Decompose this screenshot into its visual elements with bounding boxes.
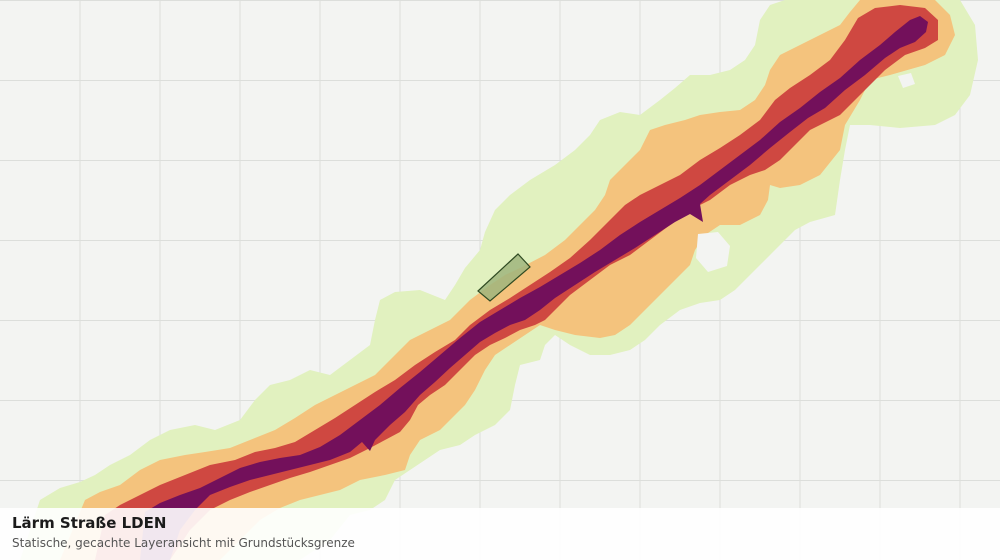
map-gap xyxy=(696,232,730,272)
map-gap xyxy=(898,73,915,88)
layer-info-panel: Lärm Straße LDEN Statische, gecachte Lay… xyxy=(0,508,1000,560)
noise-band-inner xyxy=(95,5,938,560)
noise-band-core xyxy=(140,16,928,560)
parcel-boundary xyxy=(477,253,531,302)
layer-title: Lärm Straße LDEN xyxy=(12,514,167,532)
layer-subtitle: Statische, gecachte Layeransicht mit Gru… xyxy=(12,536,355,550)
